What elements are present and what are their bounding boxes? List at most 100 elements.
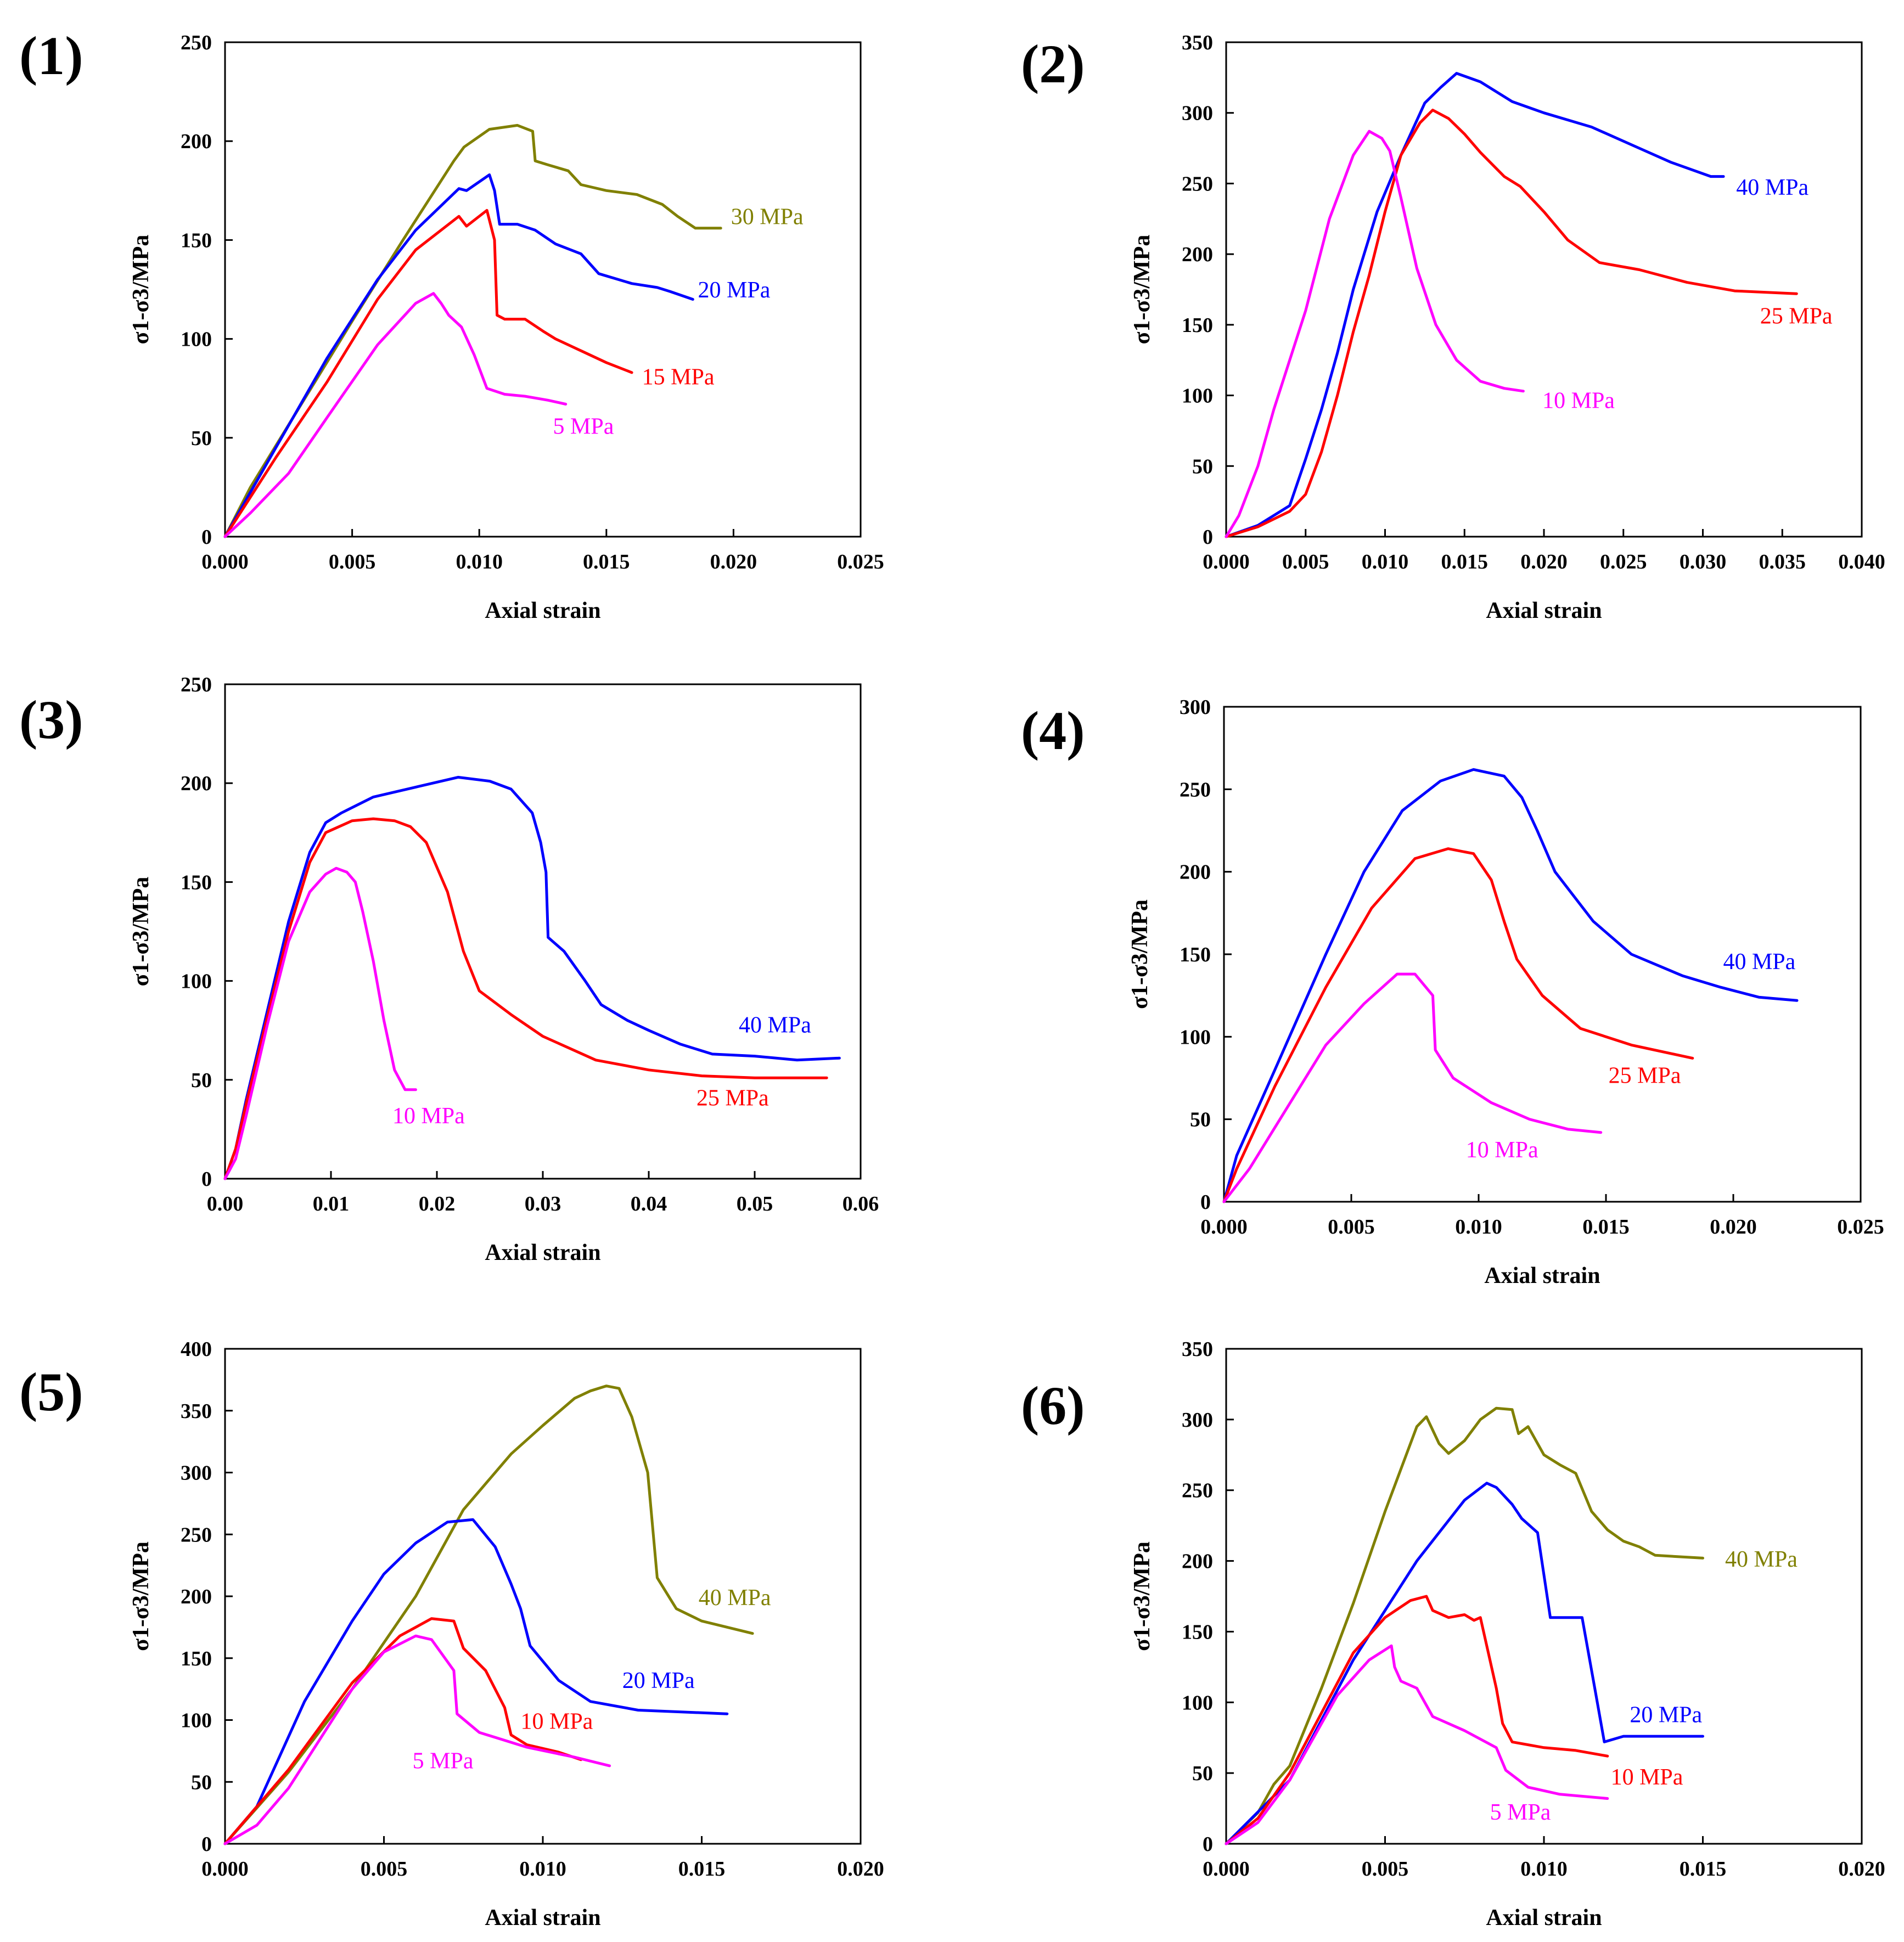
x-axis-title: Axial strain xyxy=(1486,1905,1602,1930)
series-label-20-mpa: 20 MPa xyxy=(622,1668,695,1693)
series-line-25-mpa xyxy=(1222,847,1694,1203)
series-label-25-mpa: 25 MPa xyxy=(697,1086,769,1111)
x-tick-label: 0.005 xyxy=(1328,1215,1375,1239)
y-tick-label: 250 xyxy=(1180,778,1211,801)
series-label-10-mpa: 10 MPa xyxy=(1466,1138,1538,1163)
y-tick-label: 100 xyxy=(181,970,212,993)
x-axis-title: Axial strain xyxy=(485,1240,600,1265)
series-line-5-mpa xyxy=(223,1634,611,1845)
y-tick-label: 250 xyxy=(181,1523,212,1546)
y-tick-label: 150 xyxy=(1182,314,1213,337)
x-axis-title: Axial strain xyxy=(1486,598,1602,623)
y-axis-title: σ1-σ3/MPa xyxy=(128,877,154,987)
y-tick-label: 250 xyxy=(1182,172,1213,195)
y-tick-label: 0 xyxy=(1203,1833,1213,1856)
x-tick-label: 0.020 xyxy=(837,1857,884,1881)
plot-frame-2 xyxy=(1225,41,1863,538)
series-line-40-mpa xyxy=(1225,72,1725,538)
x-tick-label: 0.020 xyxy=(1520,550,1568,573)
plot-frame-1 xyxy=(224,41,862,538)
y-tick-label: 0 xyxy=(201,526,212,549)
series-line-20-mpa xyxy=(1225,1482,1704,1845)
series-line-20-mpa xyxy=(223,173,694,538)
series-line-15-mpa xyxy=(223,209,633,538)
series-line-5-mpa xyxy=(1225,1644,1609,1845)
x-tick-label: 0.020 xyxy=(1838,1857,1885,1881)
y-tick-label: 200 xyxy=(181,772,212,795)
y-tick-label: 350 xyxy=(181,1400,212,1423)
x-tick-label: 0.015 xyxy=(583,550,630,573)
x-tick-label: 0.06 xyxy=(843,1192,879,1215)
series-line-20-mpa xyxy=(223,1518,729,1845)
series-label-40-mpa: 40 MPa xyxy=(1725,1547,1798,1572)
y-axis-title: σ1-σ3/MPa xyxy=(128,235,154,345)
x-tick-label: 0.005 xyxy=(329,550,376,573)
y-tick-label: 0 xyxy=(201,1833,212,1856)
panel-label-4: (4) xyxy=(1021,700,1085,761)
y-tick-label: 150 xyxy=(181,1647,212,1670)
y-tick-label: 300 xyxy=(1182,1409,1213,1432)
y-tick-label: 300 xyxy=(1182,102,1213,125)
x-tick-label: 0.000 xyxy=(1203,550,1250,573)
series-label-40-mpa: 40 MPa xyxy=(699,1585,771,1611)
series-line-10-mpa xyxy=(1225,130,1525,538)
y-tick-label: 350 xyxy=(1182,1338,1213,1361)
y-axis-title: σ1-σ3/MPa xyxy=(1127,899,1153,1009)
series-label-40-mpa: 40 MPa xyxy=(739,1012,811,1038)
y-tick-label: 100 xyxy=(1182,385,1213,408)
series-line-10-mpa xyxy=(1225,1595,1609,1845)
x-axis-title: Axial strain xyxy=(1484,1263,1600,1288)
y-tick-label: 150 xyxy=(1182,1620,1213,1643)
x-axis-title: Axial strain xyxy=(485,1905,600,1930)
series-label-5-mpa: 5 MPa xyxy=(413,1748,474,1774)
y-tick-label: 350 xyxy=(1182,31,1213,54)
y-tick-label: 100 xyxy=(1182,1691,1213,1714)
y-tick-label: 200 xyxy=(1182,243,1213,266)
series-line-40-mpa xyxy=(223,775,841,1180)
chart-panel-1: (1) 0.000 0.005 0.010 0.015 0.020 0.025 0 50 100 1… xyxy=(19,25,884,623)
x-tick-label: 0.000 xyxy=(201,550,249,573)
plot-frame-6 xyxy=(1225,1348,1863,1845)
x-tick-label: 0.000 xyxy=(1200,1215,1248,1239)
x-tick-label: 0.02 xyxy=(419,1192,456,1215)
y-tick-label: 300 xyxy=(181,1462,212,1485)
x-tick-label: 0.010 xyxy=(456,550,503,573)
x-tick-label: 0.020 xyxy=(1710,1215,1757,1239)
series-label-40-mpa: 40 MPa xyxy=(1736,175,1808,200)
x-axis-title: Axial strain xyxy=(485,598,600,623)
x-tick-label: 0.005 xyxy=(361,1857,408,1881)
series-label-20-mpa: 20 MPa xyxy=(698,278,771,303)
y-tick-label: 50 xyxy=(191,1771,212,1794)
series-line-25-mpa xyxy=(223,817,828,1180)
x-tick-label: 0.015 xyxy=(1680,1857,1727,1881)
series-label-10-mpa: 10 MPa xyxy=(392,1104,465,1129)
series-line-25-mpa xyxy=(1225,109,1798,538)
y-tick-label: 0 xyxy=(1203,526,1213,549)
y-tick-label: 0 xyxy=(201,1168,212,1191)
x-tick-label: 0.000 xyxy=(201,1857,249,1881)
series-label-15-mpa: 15 MPa xyxy=(642,364,715,390)
series-line-10-mpa xyxy=(1222,972,1603,1203)
series-label-20-mpa: 20 MPa xyxy=(1630,1702,1702,1727)
series-label-5-mpa: 5 MPa xyxy=(553,414,614,440)
x-tick-label: 0.005 xyxy=(1282,550,1329,573)
x-tick-label: 0.04 xyxy=(631,1192,667,1215)
y-axis-title: σ1-σ3/MPa xyxy=(1130,1541,1155,1651)
y-axis-title: σ1-σ3/MPa xyxy=(1130,235,1155,345)
y-tick-label: 0 xyxy=(1200,1191,1211,1214)
series-label-25-mpa: 25 MPa xyxy=(1609,1063,1681,1089)
chart-panel-5: (5) 0.000 0.005 0.010 0.015 0.020 0 50 100 150 200… xyxy=(19,1338,884,1930)
series-line-5-mpa xyxy=(223,292,568,538)
series-label-10-mpa: 10 MPa xyxy=(1611,1765,1683,1790)
y-tick-label: 100 xyxy=(181,328,212,351)
x-tick-label: 0.030 xyxy=(1680,550,1727,573)
y-tick-label: 150 xyxy=(181,229,212,252)
series-line-40-mpa xyxy=(1222,768,1799,1203)
y-tick-label: 200 xyxy=(181,130,212,153)
series-label-30-mpa: 30 MPa xyxy=(731,205,804,230)
y-tick-label: 50 xyxy=(1192,455,1213,478)
series-line-10-mpa xyxy=(223,1617,582,1845)
panel-label-2: (2) xyxy=(1021,33,1085,94)
series-label-40-mpa: 40 MPa xyxy=(1723,949,1795,975)
